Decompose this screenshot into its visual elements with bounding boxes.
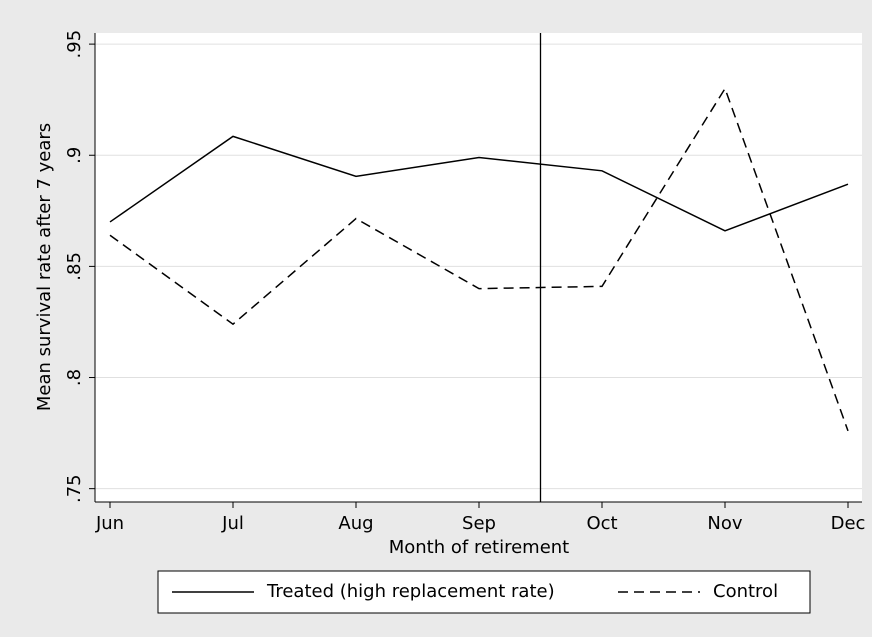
x-tick-label: Sep (462, 513, 496, 534)
y-tick-label: .9 (64, 147, 85, 164)
legend (157, 570, 811, 614)
y-tick-label: .85 (64, 252, 85, 281)
legend-label: Treated (high replacement rate) (266, 581, 555, 602)
y-tick-label: .8 (64, 369, 85, 386)
x-tick-label: Jul (221, 513, 244, 534)
x-axis-label: Month of retirement (389, 537, 570, 558)
x-tick-label: Dec (831, 513, 866, 534)
x-tick-label: Oct (586, 513, 617, 534)
y-tick-label: .95 (64, 30, 85, 59)
x-tick-label: Jun (95, 513, 124, 534)
y-axis-label: Mean survival rate after 7 years (34, 123, 55, 411)
y-tick-label: .75 (64, 474, 85, 503)
series-line (109, 135, 849, 232)
plot-area (95, 33, 862, 502)
x-tick-label: Nov (707, 513, 742, 534)
legend-label: Control (713, 581, 778, 602)
x-tick-label: Aug (338, 513, 373, 534)
series-line (109, 86, 849, 432)
